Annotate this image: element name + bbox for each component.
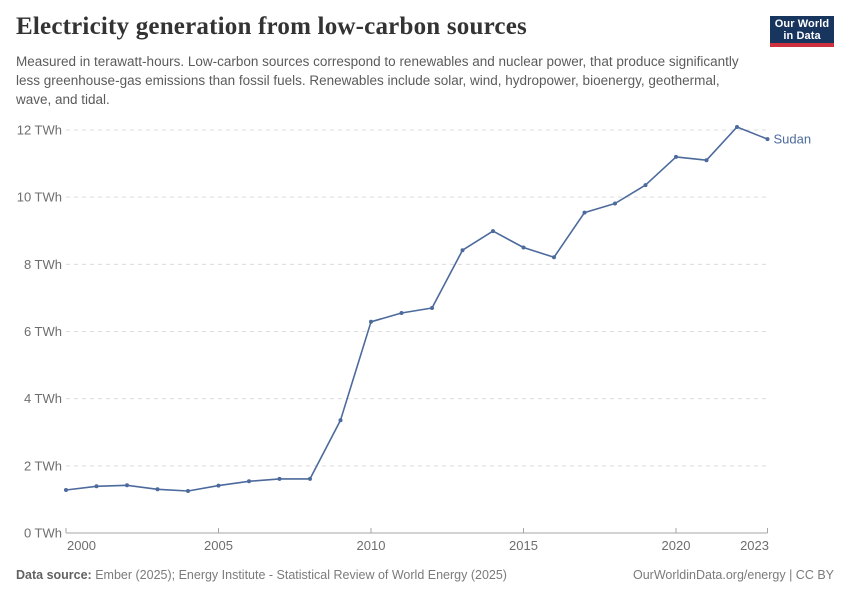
- data-point[interactable]: [613, 201, 617, 206]
- data-point[interactable]: [430, 306, 434, 310]
- y-tick-label: 2 TWh: [24, 458, 62, 473]
- data-source: Data source: Ember (2025); Energy Instit…: [16, 568, 507, 582]
- chart-area[interactable]: 0 TWh 2 TWh 4 TWh 6 TWh 8 TWh 10 TWh 12 TWh 200…: [0, 115, 850, 560]
- data-point[interactable]: [491, 229, 495, 234]
- chart-footer: Data source: Ember (2025); Energy Instit…: [16, 568, 834, 588]
- x-tick-label: 2000: [67, 538, 96, 553]
- y-tick-label: 12 TWh: [17, 123, 62, 138]
- x-tick-label: 2005: [204, 538, 233, 553]
- series-label[interactable]: Sudan: [774, 132, 812, 147]
- x-tick-label: 2023: [740, 538, 769, 553]
- owid-logo-line2: in Data: [783, 29, 821, 42]
- chart-subtitle: Measured in terawatt-hours. Low-carbon s…: [16, 54, 739, 107]
- data-point[interactable]: [186, 489, 190, 493]
- line-chart[interactable]: 0 TWh 2 TWh 4 TWh 6 TWh 8 TWh 10 TWh 12 TWh 200…: [0, 115, 850, 560]
- data-point[interactable]: [308, 476, 312, 481]
- data-point[interactable]: [216, 483, 221, 488]
- owid-credit-link[interactable]: OurWorldinData.org/energy | CC BY: [632, 568, 834, 582]
- gridlines: [66, 129, 768, 467]
- data-point[interactable]: [765, 137, 770, 142]
- data-point[interactable]: [64, 488, 68, 492]
- page-title: Electricity generation from low-carbon s…: [16, 13, 527, 40]
- owid-logo-line1: Our World: [774, 17, 830, 30]
- data-point[interactable]: [399, 311, 404, 315]
- y-tick-label: 10 TWh: [17, 190, 62, 205]
- y-tick-label: 6 TWh: [24, 324, 62, 339]
- data-point[interactable]: [277, 476, 282, 481]
- data-point[interactable]: [643, 183, 648, 188]
- x-axis: 2000 2005 2010 2015 2020 2023: [65, 528, 769, 553]
- x-tick-label: 2015: [509, 538, 538, 553]
- data-point[interactable]: [155, 487, 160, 492]
- x-tick-label: 2010: [357, 538, 386, 553]
- data-point[interactable]: [582, 210, 587, 215]
- data-point[interactable]: [674, 154, 678, 159]
- x-tick-label: 2020: [662, 538, 691, 553]
- data-points: [64, 125, 770, 493]
- data-point[interactable]: [369, 319, 373, 324]
- data-source-text: Ember (2025); Energy Institute - Statist…: [91, 568, 507, 582]
- y-tick-label: 4 TWh: [24, 391, 62, 406]
- data-point[interactable]: [125, 483, 129, 488]
- data-point[interactable]: [704, 158, 709, 163]
- data-point[interactable]: [552, 255, 556, 260]
- data-point[interactable]: [735, 125, 739, 129]
- y-tick-label: 8 TWh: [24, 257, 62, 272]
- data-line[interactable]: [65, 126, 769, 492]
- data-point[interactable]: [521, 245, 526, 250]
- y-tick-label: 0 TWh: [24, 526, 62, 541]
- data-point[interactable]: [247, 479, 251, 484]
- data-source-label: Data source:: [16, 568, 92, 582]
- data-point[interactable]: [460, 248, 465, 253]
- data-point[interactable]: [94, 484, 99, 489]
- owid-logo[interactable]: Our World in Data: [770, 16, 834, 47]
- data-point[interactable]: [338, 418, 343, 423]
- y-axis-labels: 0 TWh 2 TWh 4 TWh 6 TWh 8 TWh 10 TWh 12 TWh: [17, 123, 62, 541]
